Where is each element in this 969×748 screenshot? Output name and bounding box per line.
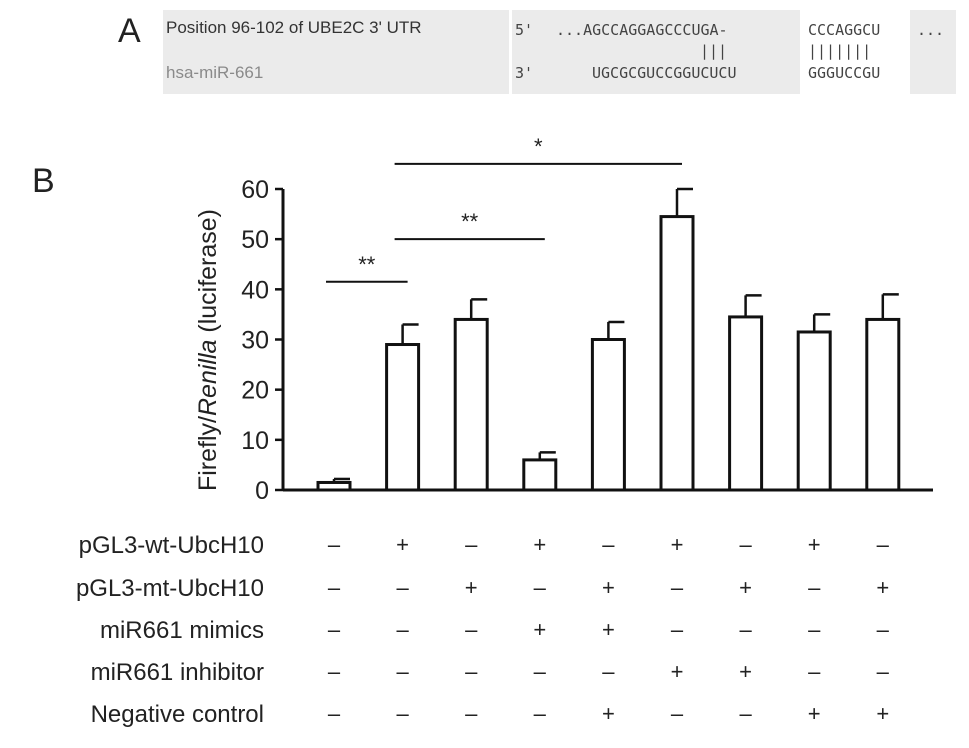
panel-a-label: A	[118, 12, 141, 50]
mirna-sequence-seed: GGGUCCGU	[808, 64, 881, 82]
bar	[796, 330, 832, 492]
condition-plus: +	[533, 617, 547, 642]
condition-minus: –	[327, 532, 341, 557]
condition-row-label: pGL3-mt-UbcH10	[75, 575, 264, 602]
mirna-prime-label: 3'	[515, 64, 534, 82]
condition-minus: –	[739, 701, 752, 726]
utr-sequence-prefix: ...AGCCAGGAGCCCUGA-	[556, 21, 728, 39]
bar	[865, 317, 901, 492]
sequence-label-box	[163, 10, 509, 94]
condition-minus: –	[670, 701, 684, 726]
condition-plus: +	[601, 617, 615, 642]
condition-minus: –	[602, 659, 615, 684]
condition-minus: –	[327, 659, 341, 684]
bar	[659, 215, 695, 492]
condition-minus: –	[739, 532, 752, 557]
condition-minus: –	[396, 701, 409, 726]
condition-minus: –	[465, 659, 478, 684]
base-pair-marks-1: |||	[700, 42, 728, 60]
condition-plus: +	[739, 575, 753, 600]
condition-plus: +	[876, 575, 890, 600]
mirna-sequence-prefix: UGCGCGUCCGGUCUCU	[592, 64, 737, 82]
condition-minus: –	[533, 575, 546, 600]
condition-minus: –	[465, 532, 478, 557]
condition-plus: +	[739, 659, 753, 684]
y-tick-label: 10	[241, 427, 269, 455]
condition-minus: –	[808, 617, 821, 642]
condition-minus: –	[396, 617, 409, 642]
y-tick-label: 40	[241, 276, 269, 304]
condition-plus: +	[601, 575, 615, 600]
condition-plus: +	[670, 659, 684, 684]
significance-markers: *****	[326, 134, 682, 283]
condition-plus: +	[807, 532, 821, 557]
utr-prime-label: 5'	[515, 21, 534, 39]
condition-minus: –	[670, 617, 684, 642]
condition-plus: +	[464, 575, 478, 600]
significance-label: **	[461, 209, 479, 234]
y-axis-title: Firefly/Renilla (luciferase)	[194, 209, 222, 491]
condition-minus: –	[465, 617, 478, 642]
condition-minus: –	[396, 575, 409, 600]
condition-minus: –	[602, 532, 615, 557]
condition-minus: –	[670, 575, 684, 600]
condition-row-label: miR661 inhibitor	[90, 659, 264, 686]
condition-minus: –	[533, 659, 546, 684]
y-tick-label: 60	[241, 176, 269, 204]
y-tick-label: 50	[241, 226, 269, 254]
condition-plus: +	[876, 701, 890, 726]
condition-minus: –	[808, 575, 821, 600]
condition-minus: –	[327, 617, 341, 642]
y-tick-label: 30	[241, 327, 269, 355]
bar-chart: Firefly/Renilla (luciferase) 0 10 20 30 40 50…	[194, 134, 933, 505]
condition-minus: –	[327, 701, 341, 726]
bar	[453, 317, 489, 492]
y-tick-label: 20	[241, 377, 269, 405]
condition-minus: –	[533, 701, 546, 726]
bar	[522, 458, 558, 492]
significance-label: *	[534, 134, 543, 159]
condition-plus: +	[670, 532, 684, 557]
condition-minus: –	[739, 617, 752, 642]
bar-series	[316, 187, 901, 492]
condition-minus: –	[876, 617, 889, 642]
condition-minus: –	[465, 701, 478, 726]
utr-position-label: Position 96-102 of UBE2C 3' UTR	[166, 18, 422, 37]
base-pair-marks-2: |||||||	[808, 42, 872, 60]
condition-plus: +	[601, 701, 615, 726]
condition-minus: –	[396, 659, 409, 684]
significance-label: **	[358, 252, 376, 277]
condition-minus: –	[876, 532, 889, 557]
bar	[316, 480, 352, 492]
condition-row-label: miR661 mimics	[99, 617, 264, 644]
condition-plus: +	[396, 532, 410, 557]
bar	[385, 343, 421, 492]
condition-row-label: pGL3-wt-UbcH10	[78, 532, 264, 559]
utr-sequence-seed: CCCAGGCU	[808, 21, 881, 39]
condition-minus: –	[327, 575, 341, 600]
bar	[590, 338, 626, 492]
bar	[728, 315, 764, 492]
utr-sequence-suffix: ...	[917, 21, 945, 39]
panel-b-label: B	[32, 162, 55, 200]
condition-row-label: Negative control	[90, 701, 264, 728]
condition-minus: –	[876, 659, 889, 684]
y-tick-label: 0	[255, 477, 269, 505]
seed-highlight	[800, 10, 910, 94]
condition-plus: +	[533, 532, 547, 557]
condition-minus: –	[808, 659, 821, 684]
condition-plus: +	[807, 701, 821, 726]
mirna-name-label: hsa-miR-661	[166, 63, 264, 82]
